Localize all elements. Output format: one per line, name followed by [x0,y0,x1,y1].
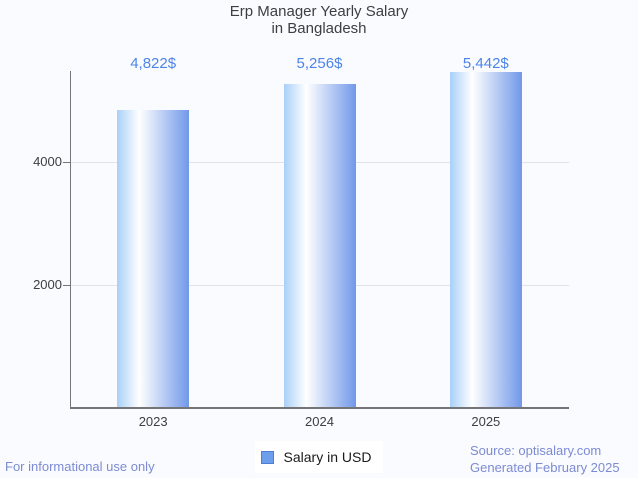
chart-title-line2: in Bangladesh [271,20,367,37]
x-axis-label-2023: 2023 [138,414,168,429]
chart-title-line1: Erp Manager Yearly Salary [229,3,409,20]
bar-value-label-2023: 4,822$ [130,55,177,72]
legend: Salary in USD [0,441,638,473]
y-axis-line [70,71,71,408]
source-block: Source: optisalary.com Generated Februar… [470,442,620,476]
y-axis-tick-4000 [63,162,70,163]
y-axis-tick-2000 [63,285,70,286]
legend-label: Salary in USD [283,449,372,465]
chart-title: Erp Manager Yearly Salary in Bangladesh [0,3,638,37]
bar-value-label-2025: 5,442$ [462,55,509,72]
source-text: Source: optisalary.com [470,443,602,458]
bar-2023[interactable] [117,110,190,407]
legend-box: Salary in USD [254,441,384,473]
x-axis-baseline [70,407,569,409]
bar-2024[interactable] [283,83,356,407]
generated-text: Generated February 2025 [470,460,620,475]
bar-2025[interactable] [449,72,522,407]
legend-marker-icon [260,450,274,464]
y-axis-tick-label-2000: 2000 [33,277,62,292]
y-axis-tick-label-4000: 4000 [33,154,62,169]
x-axis-label-2025: 2025 [471,414,501,429]
bar-value-label-2024: 5,256$ [296,55,343,72]
disclaimer-text: For informational use only [5,459,155,474]
x-axis-label-2024: 2024 [305,414,334,429]
